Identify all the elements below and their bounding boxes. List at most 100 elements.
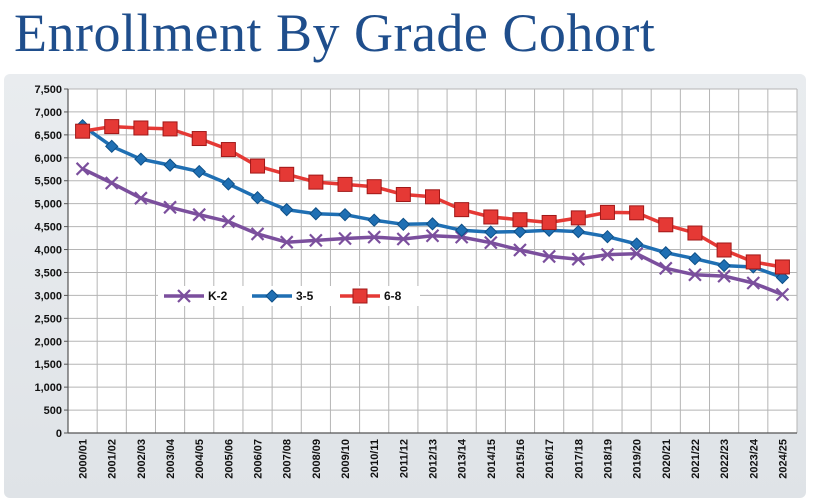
x-tick-label: 2003/04 (165, 438, 177, 479)
data-point-k-2 (688, 267, 702, 282)
data-point-3-5 (105, 139, 119, 154)
x-tick-label: 2024/25 (777, 439, 789, 479)
x-tick-label: 2005/06 (223, 439, 235, 479)
data-point-6-8 (716, 242, 732, 258)
data-point-k-2 (454, 230, 469, 244)
x-tick-label: 2017/18 (573, 439, 585, 479)
data-point-k-2 (338, 231, 352, 246)
data-point-6-8 (395, 186, 411, 202)
data-point-3-5 (396, 217, 411, 232)
data-point-k-2 (104, 176, 119, 190)
y-tick-label: 5,500 (34, 176, 62, 188)
x-tick-label: 2019/20 (632, 439, 644, 479)
data-point-3-5 (192, 164, 206, 179)
data-point-k-2 (484, 235, 498, 250)
data-point-k-2 (250, 227, 265, 241)
data-point-6-8 (191, 131, 207, 147)
data-point-3-5 (600, 229, 615, 244)
data-point-k-2 (600, 247, 615, 262)
x-tick-label: 2009/10 (340, 439, 352, 479)
data-point-6-8 (541, 214, 557, 230)
y-tick-label: 2,000 (34, 336, 62, 348)
x-tick-label: 2021/22 (690, 439, 702, 479)
x-tick-label: 2010/11 (369, 439, 381, 478)
y-tick-label: 0 (56, 428, 62, 440)
legend-marker-3-5 (265, 289, 279, 303)
data-point-3-5 (309, 207, 323, 221)
data-point-k-2 (425, 228, 440, 243)
data-point-3-5 (221, 177, 236, 191)
data-point-6-8 (599, 204, 615, 220)
data-point-3-5 (484, 225, 498, 239)
y-tick-label: 1,000 (34, 382, 62, 394)
data-point-6-8 (454, 202, 470, 218)
x-tick-label: 2001/02 (107, 439, 119, 479)
y-tick-label: 3,000 (34, 290, 62, 302)
data-point-k-2 (163, 200, 177, 215)
data-point-6-8 (687, 225, 703, 241)
x-tick-label: 2014/15 (486, 439, 498, 479)
y-tick-label: 2,500 (34, 313, 62, 325)
data-point-3-5 (717, 258, 731, 273)
x-tick-label: 2022/23 (719, 439, 731, 479)
data-point-k-2 (542, 249, 556, 264)
x-tick-label: 2016/17 (544, 439, 556, 479)
data-point-3-5 (367, 213, 381, 227)
x-tick-label: 2018/19 (602, 439, 614, 479)
legend-label-6-8: 6-8 (384, 289, 402, 303)
data-point-6-8 (337, 176, 353, 192)
x-tick-label: 2002/03 (136, 439, 148, 479)
x-tick-label: 2000/01 (78, 439, 90, 479)
data-point-6-8 (774, 259, 790, 275)
data-point-k-2 (192, 207, 206, 222)
data-point-3-5 (134, 152, 148, 166)
data-point-6-8 (425, 189, 440, 205)
data-point-6-8 (658, 217, 674, 233)
data-point-6-8 (366, 179, 382, 195)
y-tick-label: 3,500 (34, 267, 62, 279)
data-point-6-8 (162, 121, 178, 137)
y-tick-label: 4,500 (34, 222, 62, 234)
data-point-6-8 (512, 212, 528, 228)
data-point-k-2 (396, 232, 411, 246)
x-tick-label: 2008/09 (311, 439, 323, 479)
page-title: Enrollment By Grade Cohort (14, 3, 656, 63)
y-tick-label: 7,000 (34, 107, 62, 119)
y-tick-label: 6,500 (34, 130, 62, 142)
data-point-k-2 (571, 252, 586, 266)
y-tick-label: 500 (44, 405, 62, 417)
x-tick-label: 2011/12 (398, 439, 410, 478)
data-point-k-2 (513, 243, 527, 257)
x-tick-label: 2020/21 (661, 439, 673, 479)
x-tick-label: 2015/16 (515, 439, 527, 479)
data-point-6-8 (133, 120, 149, 136)
data-point-6-8 (483, 209, 499, 225)
data-point-3-5 (425, 217, 440, 231)
data-point-k-2 (221, 214, 236, 229)
data-point-k-2 (279, 235, 294, 249)
data-point-3-5 (659, 246, 673, 260)
legend-marker-k-2 (177, 289, 191, 303)
data-point-6-8 (104, 119, 120, 135)
legend-label-k-2: K-2 (208, 289, 228, 303)
data-point-3-5 (775, 270, 790, 285)
data-point-k-2 (659, 261, 673, 276)
x-tick-label: 2007/08 (282, 439, 294, 479)
y-tick-label: 1,500 (34, 359, 62, 371)
data-point-3-5 (513, 224, 527, 239)
data-point-3-5 (279, 202, 294, 217)
data-point-3-5 (338, 207, 352, 222)
data-point-6-8 (250, 158, 266, 174)
data-point-3-5 (454, 223, 469, 237)
data-point-3-5 (250, 190, 265, 205)
y-tick-label: 4,000 (34, 245, 62, 257)
data-point-6-8 (279, 166, 295, 182)
data-point-k-2 (309, 233, 323, 248)
data-point-6-8 (629, 205, 645, 221)
x-tick-label: 2012/13 (428, 439, 440, 479)
data-point-k-2 (75, 162, 90, 176)
y-tick-label: 6,000 (34, 153, 62, 165)
y-tick-label: 5,000 (34, 199, 62, 211)
data-point-6-8 (308, 174, 324, 190)
